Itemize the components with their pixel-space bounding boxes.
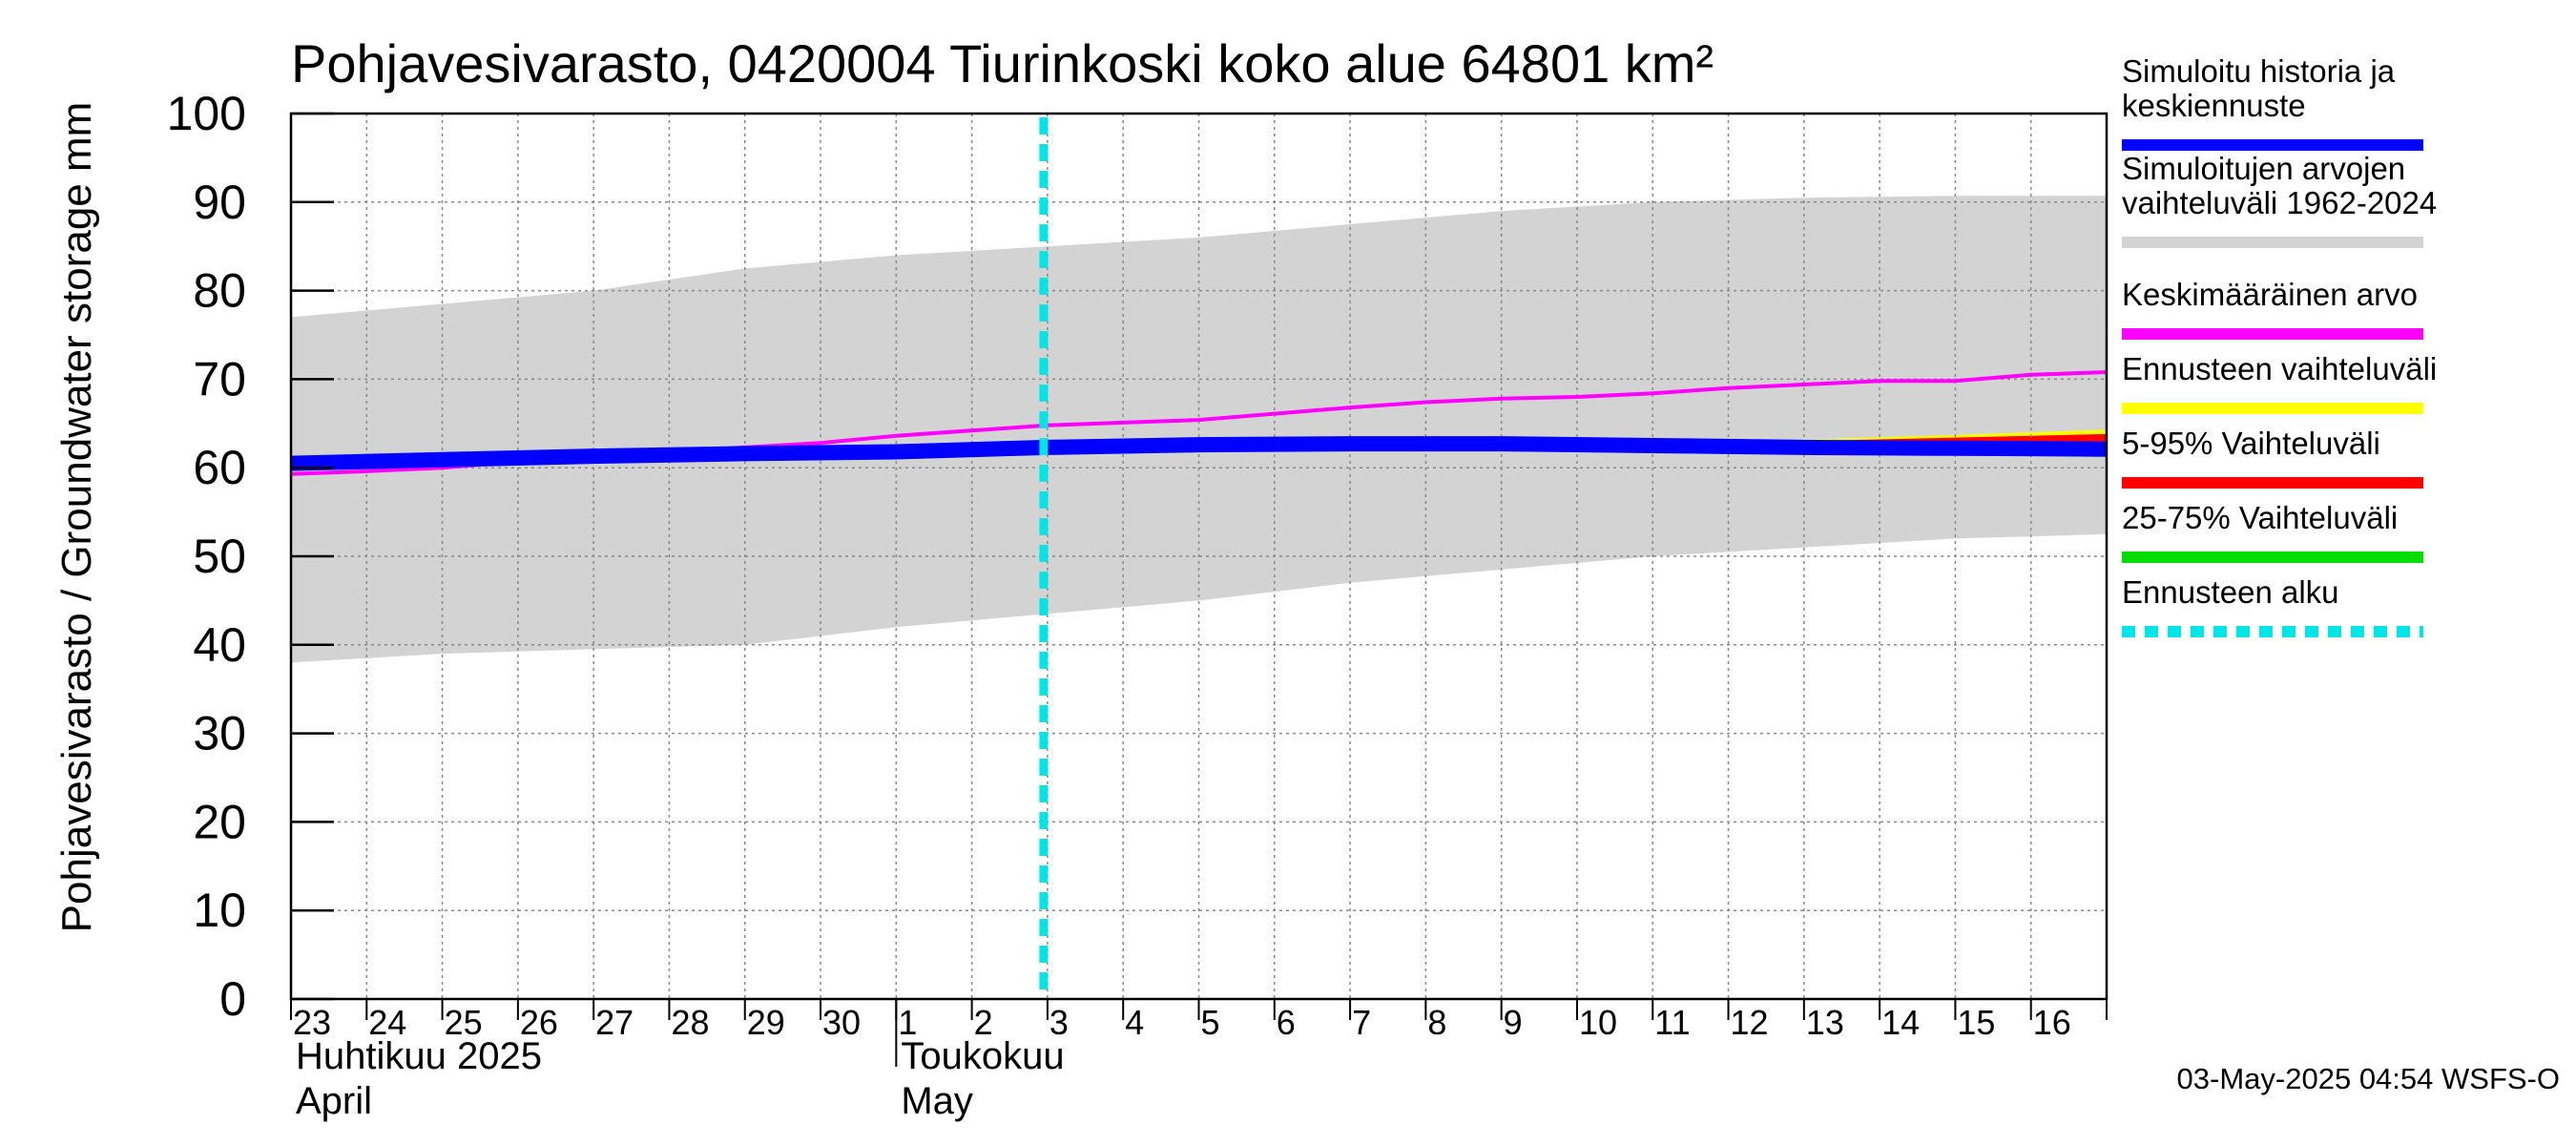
month-label-1: Toukokuu bbox=[901, 1035, 1064, 1077]
month-label-0: Huhtikuu 2025 bbox=[296, 1035, 542, 1077]
x-tick-label-15: 15 bbox=[1957, 1003, 1995, 1042]
x-tick-label-30: 30 bbox=[822, 1003, 861, 1042]
x-tick-label-27: 27 bbox=[595, 1003, 634, 1042]
month-label-en-0: April bbox=[296, 1080, 372, 1122]
x-tick-label-28: 28 bbox=[671, 1003, 709, 1042]
legend-label-6-0: Ennusteen alku bbox=[2122, 574, 2339, 610]
x-tick-label-3: 3 bbox=[1049, 1003, 1069, 1042]
x-tick-label-8: 8 bbox=[1427, 1003, 1446, 1042]
footer-timestamp: 03-May-2025 04:54 WSFS-O bbox=[2177, 1062, 2560, 1095]
y-tick-label-80: 80 bbox=[193, 264, 246, 318]
y-tick-label-90: 90 bbox=[193, 176, 246, 229]
x-tick-label-1: 1 bbox=[898, 1003, 917, 1042]
chart-title: Pohjavesivarasto, 0420004 Tiurinkoski ko… bbox=[291, 33, 1714, 94]
x-tick-label-7: 7 bbox=[1352, 1003, 1371, 1042]
y-tick-label-30: 30 bbox=[193, 707, 246, 760]
x-tick-label-23: 23 bbox=[293, 1003, 331, 1042]
x-tick-label-14: 14 bbox=[1881, 1003, 1920, 1042]
legend-label-3-0: Ennusteen vaihteluväli bbox=[2122, 351, 2437, 386]
x-tick-label-12: 12 bbox=[1731, 1003, 1769, 1042]
y-tick-label-10: 10 bbox=[193, 884, 246, 937]
y-tick-label-60: 60 bbox=[193, 441, 246, 494]
x-tick-label-9: 9 bbox=[1504, 1003, 1523, 1042]
line-simuloitu-historia-ja-keskiennuste bbox=[290, 436, 2108, 471]
x-tick-label-26: 26 bbox=[520, 1003, 558, 1042]
x-tick-label-10: 10 bbox=[1579, 1003, 1617, 1042]
x-tick-label-25: 25 bbox=[445, 1003, 483, 1042]
y-tick-label-70: 70 bbox=[193, 352, 246, 406]
y-tick-label-100: 100 bbox=[167, 87, 246, 140]
x-tick-label-11: 11 bbox=[1654, 1003, 1690, 1042]
month-label-en-1: May bbox=[901, 1080, 973, 1122]
y-tick-label-50: 50 bbox=[193, 530, 246, 583]
legend-label-2-0: Keskimääräinen arvo bbox=[2122, 277, 2418, 312]
data-lines bbox=[290, 117, 2108, 999]
legend-label-1-0: Simuloitujen arvojen bbox=[2122, 151, 2405, 186]
x-tick-label-2: 2 bbox=[974, 1003, 993, 1042]
x-tick-label-13: 13 bbox=[1806, 1003, 1844, 1042]
y-tick-label-40: 40 bbox=[193, 618, 246, 672]
x-tick-label-16: 16 bbox=[2033, 1003, 2071, 1042]
y-axis-label: Pohjavesivarasto / Groundwater storage m… bbox=[53, 102, 100, 933]
legend-label-5-0: 25-75% Vaihteluväli bbox=[2122, 500, 2398, 535]
legend-label-0-1: keskiennuste bbox=[2122, 88, 2306, 123]
legend-label-1-1: vaihteluväli 1962-2024 bbox=[2122, 185, 2437, 220]
x-tick-label-24: 24 bbox=[368, 1003, 406, 1042]
y-tick-label-0: 0 bbox=[219, 972, 246, 1026]
x-tick-label-5: 5 bbox=[1201, 1003, 1220, 1042]
x-tick-label-6: 6 bbox=[1277, 1003, 1296, 1042]
legend-label-4-0: 5-95% Vaihteluväli bbox=[2122, 426, 2380, 461]
x-tick-label-4: 4 bbox=[1125, 1003, 1144, 1042]
legend-label-0-0: Simuloitu historia ja bbox=[2122, 53, 2396, 89]
x-tick-label-29: 29 bbox=[747, 1003, 785, 1042]
y-tick-label-20: 20 bbox=[193, 795, 246, 848]
